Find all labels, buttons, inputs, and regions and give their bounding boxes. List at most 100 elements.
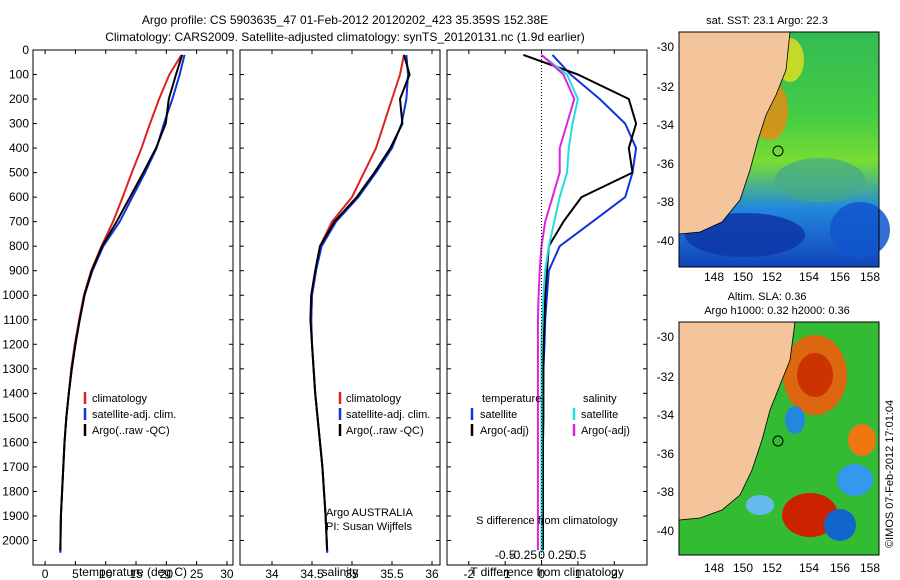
sla-low-eddy xyxy=(785,406,805,434)
sla-low-eddy xyxy=(746,495,774,515)
lon-tick: 158 xyxy=(860,270,880,284)
legend-label: Argo(..raw -QC) xyxy=(92,425,170,437)
series-line-climatology xyxy=(310,54,405,553)
x-tick-label: 35.5 xyxy=(380,567,404,580)
legend-label: satellite-adj. clim. xyxy=(346,409,430,421)
x-tick-label: 0 xyxy=(42,567,49,580)
lon-tick: 148 xyxy=(704,561,724,575)
y-tick-label: 1400 xyxy=(2,386,29,400)
series-line-argo-raw-qc- xyxy=(309,54,411,551)
sst-map-title: sat. SST: 23.1 Argo: 22.3 xyxy=(706,15,828,27)
x-tick-label: 34.5 xyxy=(300,567,324,580)
lat-tick: -38 xyxy=(657,195,675,209)
series-line-satellite-adj-clim- xyxy=(310,54,409,553)
lon-tick: 150 xyxy=(733,270,753,284)
lat-tick: -30 xyxy=(657,330,675,344)
lon-tick: 148 xyxy=(704,270,724,284)
y-tick-label: 1300 xyxy=(2,362,29,376)
lat-tick: -34 xyxy=(657,118,675,132)
y-tick-label: 800 xyxy=(9,239,29,253)
legend-label: satellite-adj. clim. xyxy=(92,409,176,421)
y-tick-label: 700 xyxy=(9,215,29,229)
sst-cold-patch xyxy=(830,202,890,258)
sla-map-title-1: Altim. SLA: 0.36 xyxy=(728,291,807,303)
sst-map: sat. SST: 23.1 Argo: 22.3 xyxy=(678,15,890,268)
y-tick-label: 600 xyxy=(9,190,29,204)
lat-tick: -36 xyxy=(657,447,675,461)
y-tick-label: 400 xyxy=(9,141,29,155)
sla-map-frame xyxy=(678,321,880,556)
argo-position-marker xyxy=(772,145,784,157)
difference-top-xlabel: S difference from climatology xyxy=(476,515,618,527)
y-tick-label: 1600 xyxy=(2,435,29,449)
x-tick-label: 10 xyxy=(99,567,113,580)
credit-line-1: Argo AUSTRALIA xyxy=(326,507,413,519)
y-tick-label: 0 xyxy=(22,43,29,57)
sla-high-eddy xyxy=(782,493,838,537)
title-line-1: Argo profile: CS 5903635_47 01-Feb-2012 … xyxy=(142,13,548,27)
sst-map-frame xyxy=(678,31,880,268)
y-tick-label: 1000 xyxy=(2,288,29,302)
lat-tick: -32 xyxy=(657,370,675,384)
x-tick-label: -2 xyxy=(463,567,474,580)
y-tick-label: 900 xyxy=(9,264,29,278)
lon-tick: 150 xyxy=(733,561,753,575)
temperature-panel-frame xyxy=(32,49,234,566)
legend-label: Argo(-adj) xyxy=(581,425,630,437)
sla-land xyxy=(678,321,796,521)
lon-tick: 152 xyxy=(762,561,782,575)
salinity-panel-frame xyxy=(239,49,441,566)
lat-tick: -34 xyxy=(657,408,675,422)
title-line-2: Climatology: CARS2009. Satellite-adjuste… xyxy=(105,30,585,44)
lon-tick: 158 xyxy=(860,561,880,575)
x-tick-label: 36 xyxy=(425,567,439,580)
legend-label: climatology xyxy=(346,393,402,405)
sst-mid-patch xyxy=(775,158,865,202)
salinity-xlabel: salinity xyxy=(322,565,359,579)
x-tick-label: 25 xyxy=(190,567,204,580)
y-tick-label: 1200 xyxy=(2,337,29,351)
imos-stamp: ©IMOS 07-Feb-2012 17:01:04 xyxy=(884,400,896,548)
sla-lat-labels: -30 -32 -34 -36 -38 -40 xyxy=(657,330,675,538)
salinity-legend: climatology satellite-adj. clim. Argo(..… xyxy=(338,392,430,437)
legend-temp-title: temperature xyxy=(482,393,541,405)
legend-label: climatology xyxy=(92,393,148,405)
sla-high-eddy xyxy=(848,424,876,456)
top-x-tick-label: 0.5 xyxy=(570,548,587,562)
x-tick-label: -1 xyxy=(500,567,511,580)
lat-tick: -40 xyxy=(657,234,675,248)
series-line-salinity-argo-adj- xyxy=(536,54,576,551)
x-tick-label: 20 xyxy=(160,567,174,580)
sst-land xyxy=(678,31,791,235)
legend-label: Argo(-adj) xyxy=(480,425,529,437)
legend-label: satellite xyxy=(581,409,618,421)
lat-tick: -36 xyxy=(657,157,675,171)
top-x-tick-label: 0.25 xyxy=(548,548,572,562)
series-line-temperature-satellite xyxy=(540,54,638,553)
sst-lon-labels: 148 150 152 154 156 158 xyxy=(704,270,880,284)
x-tick-label: 0 xyxy=(538,567,545,580)
lat-tick: -32 xyxy=(657,80,675,94)
temperature-xlabel: temperature (deg C) xyxy=(79,565,187,579)
sla-lon-labels: 148 150 152 154 156 158 xyxy=(704,561,880,575)
legend-sal-title: salinity xyxy=(583,393,617,405)
series-line-salinity-satellite xyxy=(540,54,579,553)
sst-lat-labels: -30 -32 -34 -36 -38 -40 xyxy=(657,40,675,248)
x-tick-label: 1 xyxy=(575,567,582,580)
sla-low-eddy xyxy=(824,509,856,541)
x-tick-label: 2 xyxy=(611,567,618,580)
y-tick-label: 1800 xyxy=(2,484,29,498)
sla-high-eddy-core xyxy=(797,353,833,397)
series-line-temperature-argo-adj- xyxy=(523,53,638,551)
lat-tick: -30 xyxy=(657,40,675,54)
sla-map: Altim. SLA: 0.36 Argo h1000: 0.32 h2000:… xyxy=(678,291,880,556)
lon-tick: 156 xyxy=(830,561,850,575)
lat-tick: -38 xyxy=(657,485,675,499)
argo-position-marker xyxy=(772,435,784,447)
lon-tick: 156 xyxy=(830,270,850,284)
y-tick-label: 1100 xyxy=(3,313,29,327)
y-tick-label: 1700 xyxy=(2,460,29,474)
y-tick-label: 1900 xyxy=(2,509,29,523)
x-tick-label: 34 xyxy=(265,567,279,580)
